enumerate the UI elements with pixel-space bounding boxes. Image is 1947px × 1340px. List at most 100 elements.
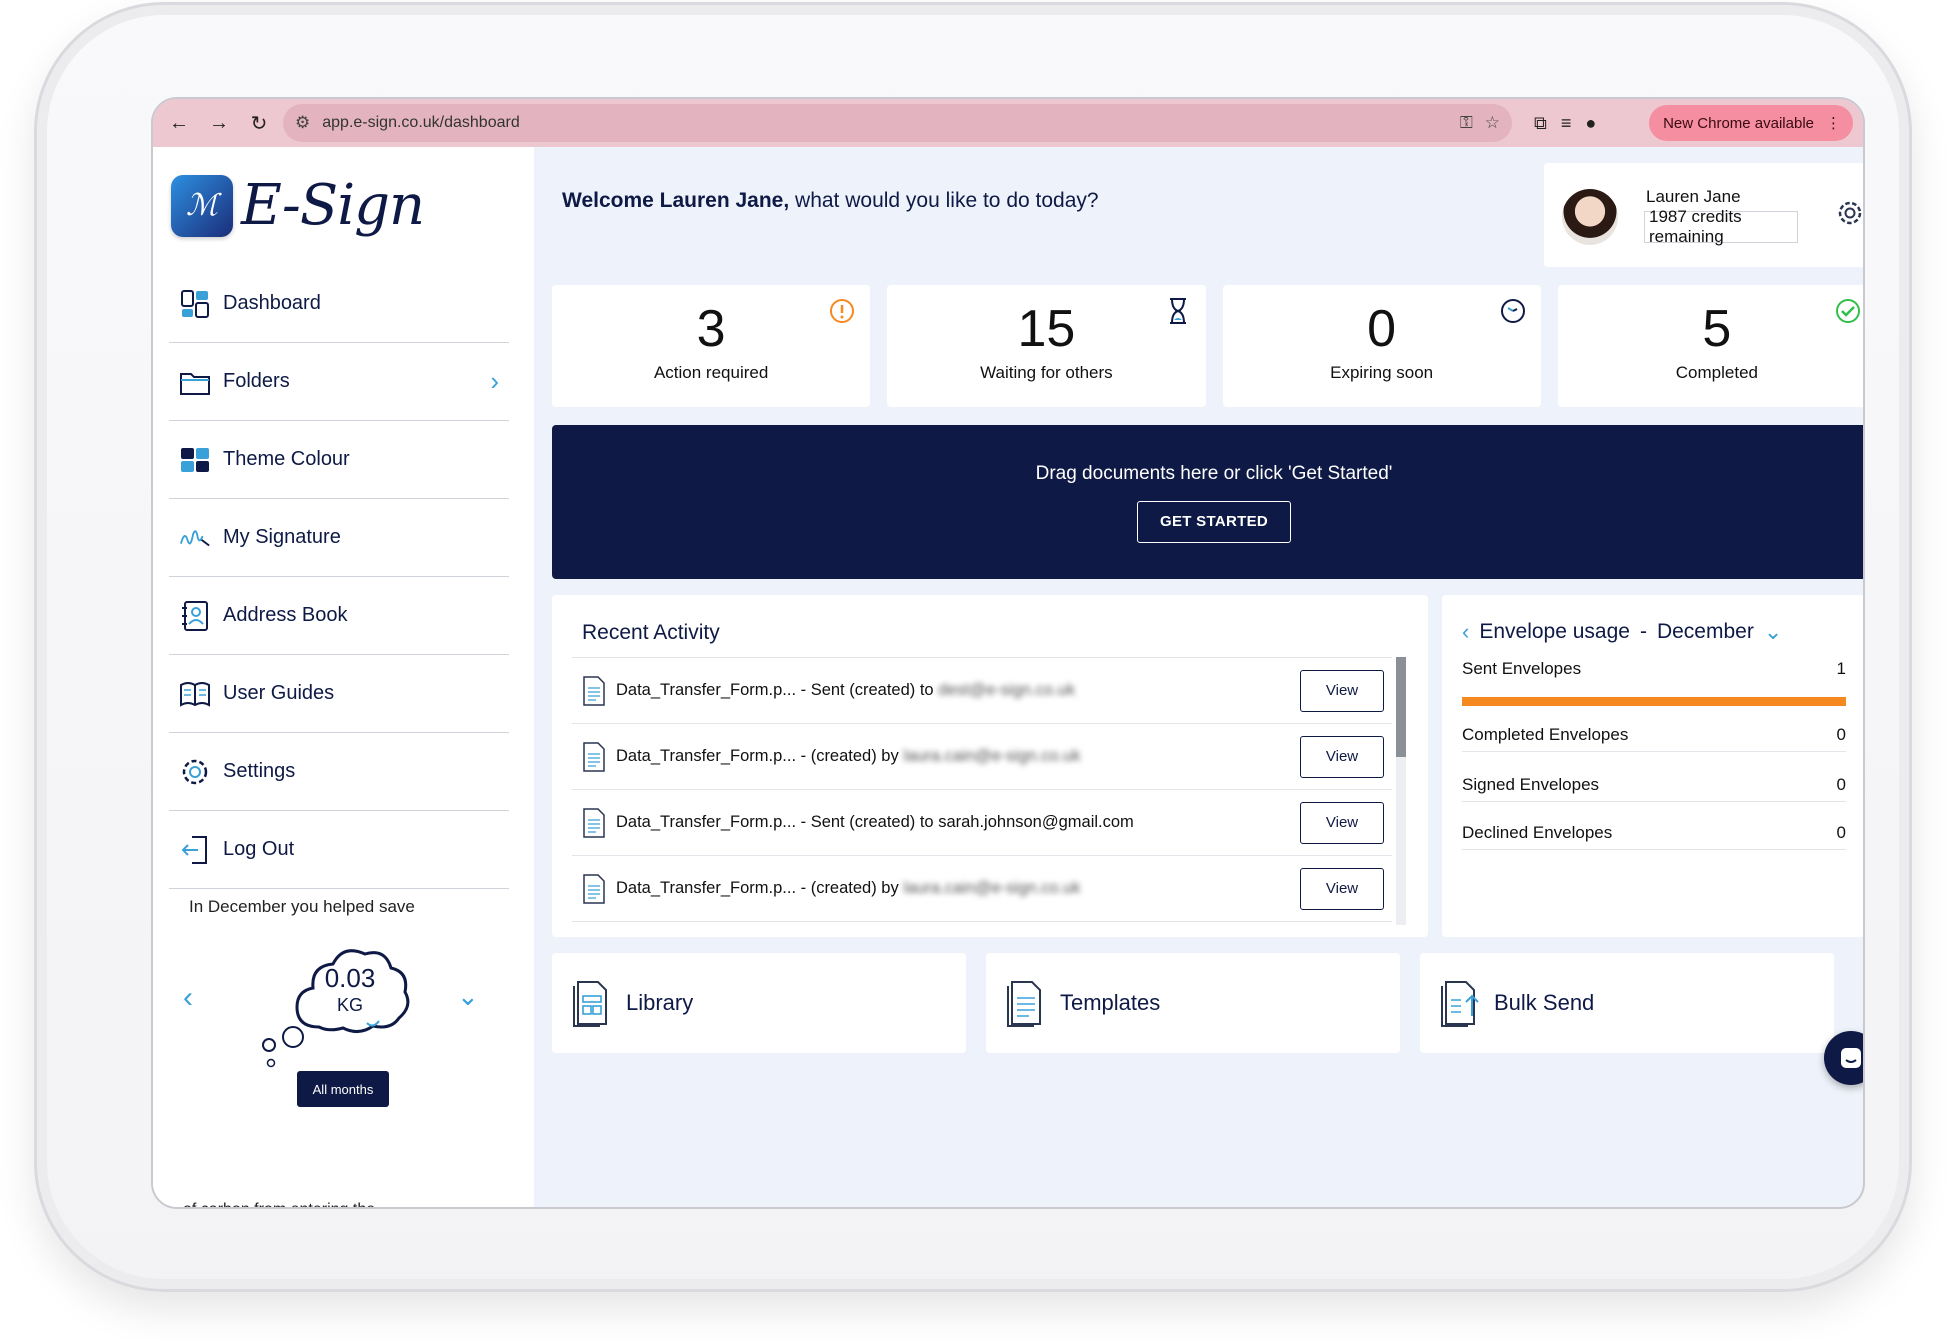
bubble-icon	[262, 1026, 304, 1068]
dropzone-text: Drag documents here or click 'Get Starte…	[1035, 463, 1393, 484]
sidebar-item-folders[interactable]: Folders ›	[169, 343, 509, 421]
carbon-savings: In December you helped save ‹ 0.03	[169, 897, 509, 1107]
stat-card-expiring-soon[interactable]: 0 Expiring soon	[1222, 285, 1541, 407]
hourglass-icon	[1164, 297, 1192, 325]
bulk-send-icon	[1441, 981, 1479, 1027]
get-started-button[interactable]: GET STARTED	[1137, 501, 1291, 543]
profile-settings-icon[interactable]	[1836, 199, 1863, 234]
chevron-down-icon[interactable]: ⌄	[457, 981, 479, 1011]
stat-card-completed[interactable]: 5 Completed	[1557, 285, 1863, 407]
stat-value: 0	[1367, 300, 1397, 358]
library-shortcut[interactable]: Library	[552, 953, 966, 1053]
forward-icon[interactable]: →	[209, 111, 229, 134]
chevron-down-icon[interactable]: ⌄	[1763, 619, 1783, 644]
view-button[interactable]: View	[1300, 867, 1384, 910]
document-icon	[583, 873, 605, 904]
stats-row: 3 Action required 15 Waiting for others …	[552, 285, 1863, 407]
activity-party-blurred: dest@e-sign.co.uk	[938, 681, 1076, 699]
sidebar-item-label: Settings	[223, 760, 296, 782]
carbon-tail-text: of carbon from entering the	[183, 1201, 375, 1207]
usage-row-completed: Completed Envelopes 0	[1462, 725, 1846, 752]
sidebar-item-user-guides[interactable]: User Guides	[169, 655, 509, 733]
usage-row-signed: Signed Envelopes 0	[1462, 775, 1846, 802]
signature-icon	[179, 522, 211, 554]
reload-icon[interactable]: ↻	[250, 112, 268, 135]
stat-card-action-required[interactable]: 3 Action required	[552, 285, 871, 407]
view-button[interactable]: View	[1300, 669, 1384, 712]
app: ℳ E-Sign Dashboard Folders	[153, 147, 1863, 1207]
chat-launcher-button[interactable]	[1824, 1031, 1863, 1085]
avatar[interactable]	[1562, 189, 1618, 245]
document-dropzone[interactable]: Drag documents here or click 'Get Starte…	[552, 425, 1863, 579]
sidebar-item-label: My Signature	[223, 526, 341, 548]
recent-activity-title: Recent Activity	[582, 621, 720, 644]
address-book-icon	[179, 600, 211, 632]
scroll-thumb[interactable]	[1396, 657, 1406, 757]
usage-value: 0	[1836, 775, 1846, 794]
document-icon	[583, 675, 605, 706]
sidebar-item-log-out[interactable]: Log Out	[169, 811, 509, 889]
carbon-value: 0.03	[324, 963, 376, 993]
sidebar-item-dashboard[interactable]: Dashboard	[169, 265, 509, 343]
stat-label: Completed	[1675, 363, 1758, 382]
templates-shortcut[interactable]: Templates	[986, 953, 1400, 1053]
activity-row: Data_Transfer_Form.p... - Sent (created)…	[572, 790, 1392, 856]
sidebar-item-theme-colour[interactable]: Theme Colour	[169, 421, 509, 499]
stat-value: 15	[1017, 300, 1076, 358]
welcome-name: Welcome Lauren Jane,	[562, 189, 790, 212]
sidebar-item-label: User Guides	[223, 682, 335, 704]
activity-text: Data_Transfer_Form.p... - Sent (created)…	[616, 813, 939, 831]
usage-row-declined: Declined Envelopes 0	[1462, 823, 1846, 850]
sidebar-item-settings[interactable]: Settings	[169, 733, 509, 811]
chevron-left-icon[interactable]: ‹	[183, 981, 193, 1014]
kebab-menu-icon: ⋮	[1826, 115, 1841, 132]
profile-card: Lauren Jane 1987 credits remaining	[1544, 163, 1863, 267]
bulk-send-shortcut[interactable]: Bulk Send	[1420, 953, 1834, 1053]
password-key-icon[interactable]: ⚿	[1459, 113, 1473, 132]
stat-card-waiting-for-others[interactable]: 15 Waiting for others	[887, 285, 1206, 407]
back-icon[interactable]: ←	[169, 111, 189, 134]
sidebar-item-my-signature[interactable]: My Signature	[169, 499, 509, 577]
brand-logo[interactable]: ℳ E-Sign	[171, 173, 425, 238]
view-button[interactable]: View	[1300, 801, 1384, 844]
envelope-usage-header: ‹ Envelope usage - December ⌄	[1462, 619, 1782, 645]
activity-party-blurred: laura.cain@e-sign.co.uk	[903, 879, 1081, 897]
sidebar-item-address-book[interactable]: Address Book	[169, 577, 509, 655]
shortcut-label: Bulk Send	[1494, 990, 1595, 1015]
sent-envelopes-bar	[1462, 697, 1846, 706]
media-controls-icon[interactable]: ≡	[1560, 112, 1572, 133]
folder-icon	[179, 366, 211, 398]
usage-value: 1	[1836, 659, 1846, 678]
profile-icon[interactable]: ●	[1585, 112, 1597, 133]
url-text[interactable]: app.e-sign.co.uk/dashboard	[322, 114, 520, 131]
shortcuts-row: Library Templates Bulk Send	[552, 953, 1863, 1053]
gear-icon	[179, 756, 211, 788]
view-button[interactable]: View	[1300, 735, 1384, 778]
extensions-icon[interactable]: ⧉	[1534, 112, 1547, 133]
template-icon	[1007, 981, 1041, 1027]
bookmark-star-icon[interactable]: ☆	[1484, 113, 1500, 132]
alert-circle-icon	[828, 297, 856, 325]
logout-icon	[179, 834, 211, 866]
chevron-left-icon[interactable]: ‹	[1462, 619, 1470, 644]
carbon-unit: KG	[336, 995, 363, 1015]
browser-toolbar: ← → ↻ ⚙ app.e-sign.co.uk/dashboard ⚿ ☆ ⧉…	[153, 99, 1863, 147]
site-settings-icon[interactable]: ⚙	[295, 113, 311, 132]
profile-name: Lauren Jane	[1646, 187, 1741, 206]
activity-scrollbar[interactable]	[1396, 657, 1406, 925]
chevron-right-icon[interactable]: ›	[490, 366, 499, 396]
logo-icon: ℳ	[171, 174, 233, 237]
usage-month[interactable]: December	[1656, 620, 1754, 643]
envelope-usage-panel: ‹ Envelope usage - December ⌄ Sent Envel…	[1442, 595, 1863, 937]
usage-label: Declined Envelopes	[1462, 823, 1613, 842]
stat-value: 5	[1702, 300, 1732, 358]
chat-icon	[1841, 1048, 1861, 1068]
main-content: Welcome Lauren Jane, what would you like…	[534, 147, 1863, 1207]
activity-text: Data_Transfer_Form.p... - (created) by	[616, 747, 904, 765]
address-bar[interactable]: ⚙ app.e-sign.co.uk/dashboard ⚿ ☆	[283, 104, 1512, 142]
check-circle-icon	[1834, 297, 1862, 325]
chrome-update-button[interactable]: New Chrome available ⋮	[1649, 105, 1853, 141]
cloud-icon	[295, 949, 410, 1033]
all-months-button[interactable]: All months	[297, 1071, 389, 1107]
welcome-question: what would you like to do today?	[789, 189, 1099, 212]
